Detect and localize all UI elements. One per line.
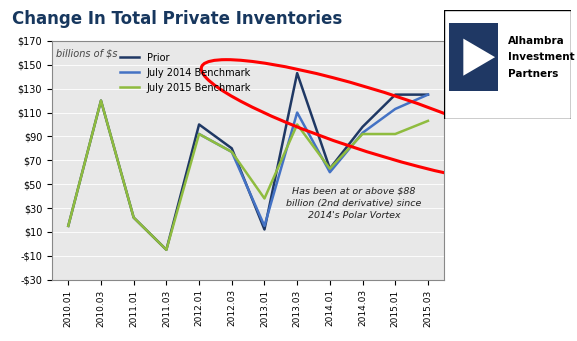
Text: Change In Total Private Inventories: Change In Total Private Inventories — [12, 10, 342, 28]
July 2015 Benchmark — [130, 216, 137, 220]
July 2014 Benchmark — [294, 110, 301, 115]
Line: July 2014 Benchmark: July 2014 Benchmark — [199, 94, 428, 226]
July 2015 Benchmark — [261, 196, 268, 201]
July 2015 Benchmark — [65, 224, 72, 228]
July 2015 Benchmark — [359, 132, 366, 136]
PathPatch shape — [463, 39, 495, 76]
Line: Prior: Prior — [68, 73, 428, 250]
FancyBboxPatch shape — [448, 21, 501, 92]
Text: Alhambra: Alhambra — [508, 36, 564, 46]
July 2014 Benchmark — [359, 131, 366, 135]
FancyBboxPatch shape — [444, 10, 571, 119]
Prior — [392, 92, 399, 97]
July 2014 Benchmark — [327, 170, 334, 174]
Prior — [327, 167, 334, 171]
Prior — [425, 92, 432, 97]
Prior — [196, 122, 203, 127]
Prior — [261, 227, 268, 232]
July 2015 Benchmark — [196, 132, 203, 136]
July 2015 Benchmark — [98, 99, 104, 103]
Prior — [65, 224, 72, 228]
July 2014 Benchmark — [392, 107, 399, 111]
Text: Partners: Partners — [508, 69, 558, 78]
July 2014 Benchmark — [196, 132, 203, 136]
July 2015 Benchmark — [392, 132, 399, 136]
July 2015 Benchmark — [425, 119, 432, 123]
Text: Has been at or above $88
billion (2nd derivative) since
2014's Polar Vortex: Has been at or above $88 billion (2nd de… — [286, 187, 422, 220]
July 2015 Benchmark — [163, 248, 170, 252]
Text: Investment: Investment — [508, 52, 574, 62]
Prior — [130, 216, 137, 220]
Text: billions of $s: billions of $s — [56, 48, 117, 58]
July 2014 Benchmark — [228, 150, 235, 154]
Line: July 2015 Benchmark: July 2015 Benchmark — [68, 101, 428, 250]
July 2014 Benchmark — [261, 224, 268, 228]
July 2015 Benchmark — [294, 122, 301, 127]
July 2015 Benchmark — [228, 150, 235, 154]
Prior — [98, 99, 104, 103]
Prior — [359, 125, 366, 129]
Prior — [294, 71, 301, 75]
July 2014 Benchmark — [425, 92, 432, 97]
Prior — [228, 146, 235, 150]
Legend: Prior, July 2014 Benchmark, July 2015 Benchmark: Prior, July 2014 Benchmark, July 2015 Be… — [119, 53, 251, 93]
Prior — [163, 248, 170, 252]
July 2015 Benchmark — [327, 167, 334, 171]
PathPatch shape — [449, 23, 497, 91]
